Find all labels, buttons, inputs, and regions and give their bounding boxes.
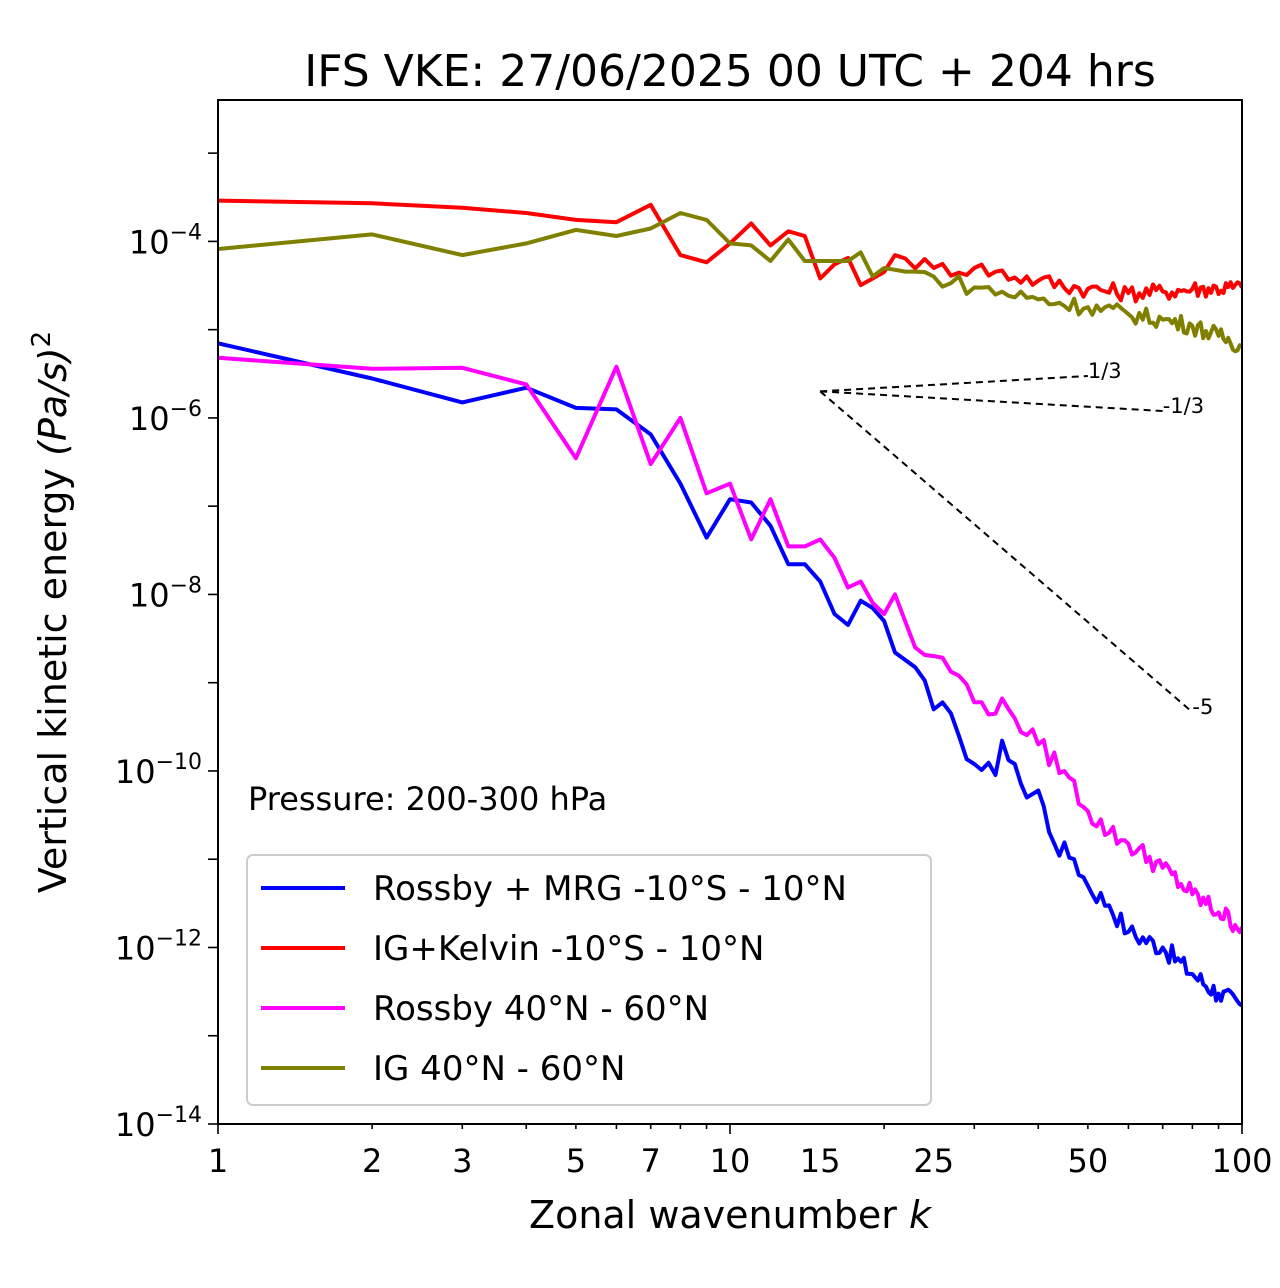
y-axis-label-text: Vertical kinetic energy bbox=[31, 468, 75, 893]
x-tick-label: 50 bbox=[1068, 1142, 1109, 1180]
x-tick-labels: 1 2 3 5 7 10 15 25 50 100 bbox=[208, 1142, 1273, 1180]
y-axis-label-unit: (Pa/s) bbox=[31, 347, 75, 455]
x-tick-label: 10 bbox=[710, 1142, 751, 1180]
legend-box bbox=[246, 854, 932, 1106]
pressure-annotation: Pressure: 200-300 hPa bbox=[248, 780, 607, 818]
x-axis-label: Zonal wavenumber k bbox=[529, 1193, 933, 1237]
y-axis-label: Vertical kinetic energy (Pa/s)2 bbox=[27, 331, 75, 893]
reference-slope-line-2 bbox=[819, 390, 1194, 713]
chart-title: IFS VKE: 27/06/2025 00 UTC + 204 hrs bbox=[304, 46, 1156, 97]
x-tick-label: 15 bbox=[800, 1142, 841, 1180]
y-tick-label: 10−4 bbox=[129, 220, 202, 261]
y-tick-label: 10−12 bbox=[115, 926, 202, 967]
legend-label-3: IG 40°N - 60°N bbox=[373, 1049, 625, 1089]
y-tick-label: 10−8 bbox=[129, 573, 202, 614]
series-line-3 bbox=[218, 211, 1242, 354]
x-tick-label: 5 bbox=[566, 1142, 586, 1180]
series-layer bbox=[218, 198, 1242, 1008]
y-axis-label-exp: 2 bbox=[27, 331, 57, 348]
plot-frame bbox=[217, 99, 1243, 1125]
y-tick-label: 10−6 bbox=[129, 397, 202, 438]
x-axis-label-text: Zonal wavenumber bbox=[529, 1193, 897, 1237]
y-tick-label: 10−10 bbox=[115, 750, 202, 791]
reference-slope-label-0: 1/3 bbox=[1088, 359, 1122, 383]
legend-label-1: IG+Kelvin -10°S - 10°N bbox=[373, 929, 764, 969]
reference-slope-line-0 bbox=[820, 374, 1088, 393]
series-line-2 bbox=[218, 355, 1242, 935]
reference-slope-label-1: -1/3 bbox=[1163, 394, 1204, 418]
x-tick-label: 2 bbox=[362, 1142, 382, 1180]
x-tick-label: 3 bbox=[452, 1142, 472, 1180]
x-tick-label: 1 bbox=[208, 1142, 228, 1180]
x-tick-label: 25 bbox=[913, 1142, 954, 1180]
series-line-1 bbox=[218, 198, 1242, 304]
y-tick-label: 10−14 bbox=[115, 1103, 202, 1144]
series-line-0 bbox=[218, 341, 1242, 1008]
y-tick-labels: 10−4 10−6 10−8 10−10 10−12 10−14 bbox=[115, 220, 202, 1144]
x-tick-label: 100 bbox=[1211, 1142, 1272, 1180]
legend: Rossby + MRG -10°S - 10°N IG+Kelvin -10°S… bbox=[246, 854, 932, 1106]
legend-label-2: Rossby 40°N - 60°N bbox=[373, 989, 709, 1029]
reference-slope-line-1 bbox=[820, 390, 1163, 413]
x-tick-label: 7 bbox=[641, 1142, 661, 1180]
legend-label-0: Rossby + MRG -10°S - 10°N bbox=[373, 869, 847, 909]
reference-slopes: 1/3 -1/3 -5 bbox=[819, 359, 1213, 719]
x-axis-label-symbol: k bbox=[909, 1193, 933, 1237]
reference-slope-label-2: -5 bbox=[1192, 695, 1213, 719]
